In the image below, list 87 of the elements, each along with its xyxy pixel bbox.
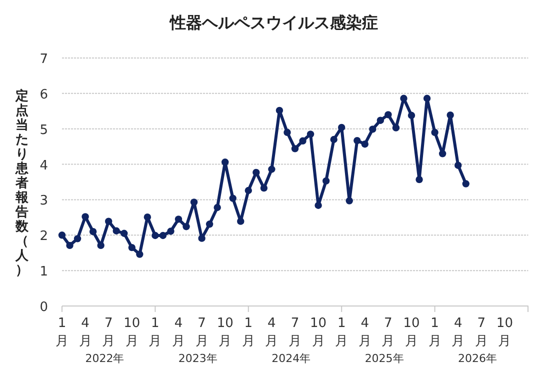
x-tick-label: 1月 xyxy=(335,316,348,349)
point xyxy=(198,234,206,242)
point xyxy=(431,128,438,136)
x-tick-label: 4月 xyxy=(265,316,278,349)
text: 定点当たり患者報告数（人） xyxy=(16,89,28,278)
x-tick-label: 4月 xyxy=(172,316,185,349)
point xyxy=(284,128,291,136)
text: 2023年 xyxy=(178,352,218,365)
x-tick-label: 1月 xyxy=(242,316,255,349)
x-tick-label: 10月 xyxy=(216,316,234,349)
text: 2024年 xyxy=(272,352,311,365)
point xyxy=(244,186,252,194)
point xyxy=(214,204,221,212)
point xyxy=(174,216,182,223)
point xyxy=(330,136,338,144)
point xyxy=(314,202,322,209)
x-tick-label: 7月 xyxy=(288,316,302,349)
y-tick-label: 4 xyxy=(40,158,48,174)
text: 2025年 xyxy=(364,352,404,365)
point xyxy=(462,180,470,188)
point xyxy=(416,176,423,184)
x-tick-label: 7月 xyxy=(102,316,116,349)
point xyxy=(322,177,330,185)
point xyxy=(66,242,74,250)
point xyxy=(408,112,416,119)
point xyxy=(58,232,66,239)
point xyxy=(400,94,408,102)
x-tick-label: 7月 xyxy=(474,316,488,349)
x-tick-label: 4月 xyxy=(358,316,372,349)
point xyxy=(384,111,392,118)
x-tick-label: 10月 xyxy=(403,316,420,349)
y-tick-label: 0 xyxy=(40,300,48,315)
point xyxy=(438,150,446,158)
x-tick-label: 7月 xyxy=(195,316,208,349)
point xyxy=(206,220,214,228)
point xyxy=(291,145,299,152)
chart-title: 性器ヘルペスウイルス感染症 xyxy=(169,13,378,32)
point xyxy=(159,232,167,240)
text: 2026年 xyxy=(458,352,498,365)
point xyxy=(74,235,82,242)
point xyxy=(222,158,229,166)
point xyxy=(454,162,462,169)
point xyxy=(97,242,104,250)
x-tick-label: 1月 xyxy=(56,316,68,349)
point xyxy=(237,218,244,225)
point xyxy=(112,227,120,234)
point xyxy=(82,213,89,220)
point xyxy=(167,228,174,235)
x-tick-label: 1月 xyxy=(428,316,442,349)
x-tick-label: 10月 xyxy=(124,316,140,349)
point xyxy=(423,94,431,102)
x-tick-label: 4月 xyxy=(452,316,465,349)
x-tick-label: 4月 xyxy=(78,316,92,349)
point xyxy=(376,116,384,124)
point xyxy=(190,198,198,206)
y-tick-label: 7 xyxy=(40,52,48,67)
point xyxy=(299,137,306,145)
point xyxy=(306,130,314,138)
point xyxy=(260,184,268,192)
point xyxy=(229,194,236,202)
point xyxy=(89,228,97,236)
point xyxy=(268,166,276,173)
point xyxy=(276,106,284,114)
point xyxy=(354,136,361,144)
x-tick-label: 7月 xyxy=(382,316,395,349)
text: 2022年 xyxy=(85,352,124,365)
point xyxy=(120,230,128,237)
point xyxy=(182,223,190,230)
y-tick-label: 1 xyxy=(40,264,48,280)
x-tick-label: 10月 xyxy=(310,316,327,349)
y-tick-label: 2 xyxy=(40,229,48,244)
y-tick-label: 6 xyxy=(40,87,48,102)
point xyxy=(144,213,152,221)
y-tick-label: 3 xyxy=(40,194,48,209)
point xyxy=(392,124,400,132)
x-tick-label: 10月 xyxy=(496,316,513,349)
point xyxy=(128,244,136,252)
point xyxy=(446,111,454,119)
point xyxy=(136,250,144,258)
point xyxy=(369,126,376,133)
point xyxy=(338,124,346,132)
x-tick-label: 1月 xyxy=(148,316,162,349)
point xyxy=(152,232,159,240)
y-tick-label: 5 xyxy=(40,122,48,138)
point xyxy=(105,218,112,225)
point xyxy=(346,197,353,204)
point xyxy=(361,140,368,148)
